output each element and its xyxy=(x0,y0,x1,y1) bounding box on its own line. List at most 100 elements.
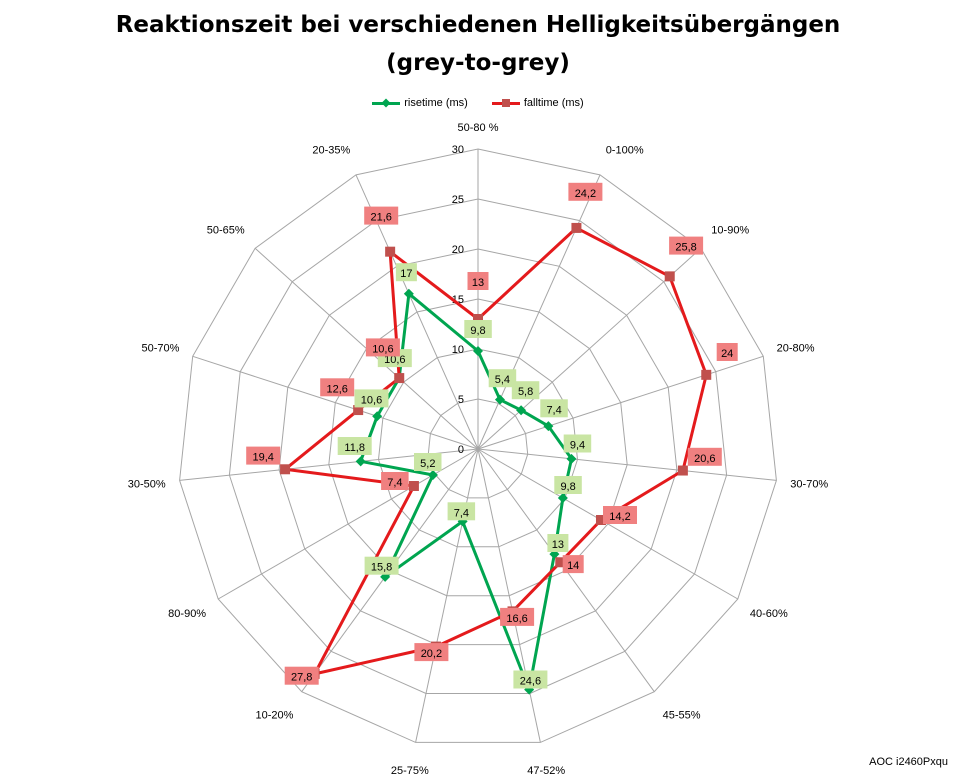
data-point xyxy=(280,464,291,475)
data-label: 24,2 xyxy=(575,188,596,200)
data-point xyxy=(555,557,566,568)
grid-ring xyxy=(179,148,777,743)
data-label-bg xyxy=(284,666,319,685)
data-label-bg xyxy=(414,453,442,471)
data-label-bg xyxy=(364,556,399,575)
chart-subtitle: (grey-to-grey) xyxy=(386,50,570,76)
tick-label: 20 xyxy=(452,244,464,256)
category-label: 30-50% xyxy=(128,478,166,490)
tick-label: 30 xyxy=(452,144,464,156)
data-label: 17 xyxy=(400,268,412,280)
data-label: 9,8 xyxy=(560,481,575,493)
data-label: 20,6 xyxy=(694,453,715,465)
data-label: 13 xyxy=(552,539,564,551)
chart-title: Reaktionszeit bei verschiedenen Helligke… xyxy=(115,12,841,38)
data-label: 5,2 xyxy=(420,458,435,470)
category-label: 0-100% xyxy=(606,144,644,156)
data-point xyxy=(403,288,414,299)
category-label: 50-65% xyxy=(207,225,245,237)
data-label: 5,8 xyxy=(518,386,533,398)
tick-label: 25 xyxy=(452,194,464,206)
data-point xyxy=(408,481,419,491)
grid-spoke xyxy=(192,355,479,450)
grid-ring xyxy=(278,248,678,646)
data-label-bg xyxy=(488,369,517,388)
category-label: 80-90% xyxy=(168,608,206,620)
data-point xyxy=(701,369,712,380)
category-label: 25-75% xyxy=(391,765,429,776)
data-label-bg xyxy=(447,502,476,521)
data-point xyxy=(473,346,483,356)
data-label-bg xyxy=(464,320,492,338)
data-label: 14 xyxy=(567,560,579,572)
grid-ring xyxy=(427,398,529,499)
data-label-bg xyxy=(365,338,400,357)
data-label: 12,6 xyxy=(326,383,347,395)
category-label: 20-80% xyxy=(777,343,815,355)
grid-spoke xyxy=(217,448,479,600)
data-point xyxy=(566,453,577,464)
data-point xyxy=(664,271,675,282)
tick-label: 10 xyxy=(452,344,464,356)
legend-label-falltime: falltime (ms) xyxy=(523,97,584,109)
category-label: 40-60% xyxy=(750,608,788,620)
category-label: 47-52% xyxy=(527,765,565,776)
legend-item-risetime: risetime (ms) xyxy=(372,97,468,109)
legend-swatch-risetime xyxy=(372,98,401,108)
data-label-bg xyxy=(500,607,535,626)
data-label-bg xyxy=(547,534,569,552)
data-label-bg xyxy=(395,263,417,282)
category-label: 45-55% xyxy=(663,709,701,721)
data-point xyxy=(571,222,582,233)
data-label: 9,4 xyxy=(570,440,585,452)
data-point xyxy=(494,394,505,405)
data-label-bg xyxy=(669,236,704,255)
data-point xyxy=(385,246,396,257)
grid-spoke xyxy=(477,174,601,450)
data-label: 24 xyxy=(721,348,733,360)
data-label-bg xyxy=(381,472,409,490)
data-label: 27,8 xyxy=(291,672,312,684)
data-label-bg xyxy=(414,643,449,662)
category-label: 10-20% xyxy=(255,709,293,721)
data-point xyxy=(372,411,383,422)
data-label-bg xyxy=(320,378,355,397)
data-label: 15,8 xyxy=(371,562,392,574)
data-label: 10,6 xyxy=(372,343,393,355)
data-label-bg xyxy=(511,381,540,400)
category-label: 10-90% xyxy=(711,225,749,237)
data-label: 13 xyxy=(472,277,484,289)
data-label-bg xyxy=(687,447,722,466)
data-label-bg xyxy=(540,399,568,418)
data-label-bg xyxy=(716,343,738,361)
watermark: AOC i2460Pxqu xyxy=(869,756,948,768)
grid-spoke xyxy=(415,448,479,743)
data-label: 11,8 xyxy=(344,442,365,454)
data-point xyxy=(355,456,366,467)
data-point xyxy=(516,405,527,416)
grid-spoke xyxy=(477,448,777,481)
data-label: 25,8 xyxy=(675,242,696,254)
data-label-bg xyxy=(513,670,548,689)
category-label: 20-35% xyxy=(312,144,350,156)
data-label-bg xyxy=(603,506,637,524)
grid-ring xyxy=(328,298,628,597)
legend-label-risetime: risetime (ms) xyxy=(404,97,468,109)
data-point xyxy=(427,470,438,480)
data-label: 10,6 xyxy=(384,354,405,366)
data-label: 20,2 xyxy=(421,648,442,660)
tick-label: 5 xyxy=(458,394,464,406)
data-point xyxy=(473,314,483,324)
data-label: 7,4 xyxy=(546,404,561,416)
data-label-bg xyxy=(562,555,584,574)
legend-swatch-falltime xyxy=(491,98,520,108)
data-label: 7,4 xyxy=(454,507,469,519)
data-point xyxy=(353,405,364,416)
grid-spoke xyxy=(477,355,764,450)
data-label: 19,4 xyxy=(252,452,273,464)
category-label: 30-70% xyxy=(790,478,828,490)
data-label-bg xyxy=(467,272,489,290)
data-label: 24,6 xyxy=(520,676,541,688)
data-label-bg xyxy=(563,434,592,453)
